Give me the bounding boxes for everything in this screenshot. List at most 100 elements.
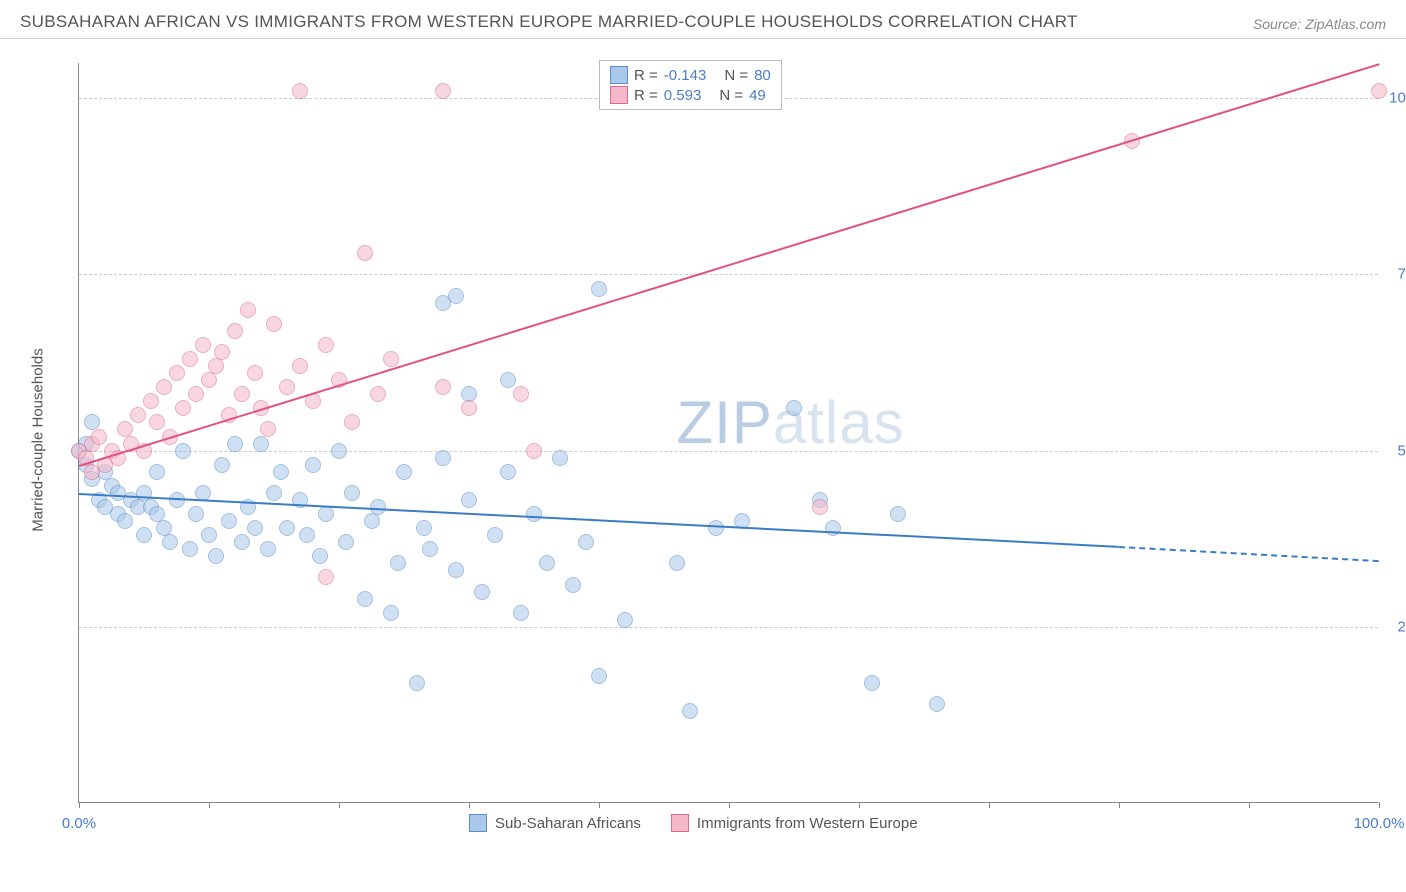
x-tick [729, 802, 730, 808]
stat-n-label: N = [719, 87, 743, 104]
watermark-zip: ZIP [677, 389, 773, 456]
data-point [136, 527, 152, 543]
data-point [812, 499, 828, 515]
data-point [279, 520, 295, 536]
x-tick [1119, 802, 1120, 808]
data-point [201, 372, 217, 388]
y-tick-label: 75.0% [1397, 266, 1406, 283]
data-point [266, 316, 282, 332]
data-point [474, 584, 490, 600]
header: SUBSAHARAN AFRICAN VS IMMIGRANTS FROM WE… [0, 0, 1406, 39]
data-point [188, 506, 204, 522]
data-point [260, 421, 276, 437]
data-point [526, 506, 542, 522]
data-point [396, 464, 412, 480]
data-point [539, 555, 555, 571]
stat-r-label: R = [634, 67, 658, 84]
stat-n-value: 49 [749, 87, 766, 104]
data-point [435, 83, 451, 99]
data-point [591, 281, 607, 297]
data-point [305, 457, 321, 473]
data-point [182, 541, 198, 557]
data-point [390, 555, 406, 571]
data-point [234, 386, 250, 402]
data-point [448, 288, 464, 304]
x-tick [469, 802, 470, 808]
stat-r-label: R = [634, 87, 658, 104]
data-point [929, 696, 945, 712]
legend-label: Immigrants from Western Europe [697, 815, 918, 832]
x-tick [339, 802, 340, 808]
trend-line [1119, 546, 1379, 562]
data-point [552, 450, 568, 466]
data-point [565, 577, 581, 593]
data-point [260, 541, 276, 557]
watermark: ZIPatlas [677, 388, 905, 457]
stats-legend: R = -0.143N = 80R = 0.593N = 49 [599, 60, 782, 110]
data-point [279, 379, 295, 395]
data-point [578, 534, 594, 550]
data-point [318, 337, 334, 353]
data-point [240, 302, 256, 318]
data-point [364, 513, 380, 529]
stats-legend-row: R = -0.143N = 80 [610, 65, 771, 85]
x-tick [1379, 802, 1380, 808]
source: Source: ZipAtlas.com [1253, 16, 1386, 32]
stat-r-value: 0.593 [664, 87, 702, 104]
y-tick-label: 100.0% [1389, 90, 1406, 107]
data-point [513, 605, 529, 621]
data-point [344, 414, 360, 430]
trend-line [79, 63, 1380, 467]
x-tick-label: 100.0% [1354, 815, 1405, 832]
data-point [221, 513, 237, 529]
grid-line [79, 451, 1378, 452]
data-point [117, 513, 133, 529]
data-point [461, 492, 477, 508]
legend-swatch [610, 66, 628, 84]
data-point [370, 386, 386, 402]
grid-line [79, 274, 1378, 275]
data-point [435, 450, 451, 466]
data-point [253, 436, 269, 452]
data-point [266, 485, 282, 501]
data-point [130, 407, 146, 423]
data-point [383, 605, 399, 621]
data-point [292, 358, 308, 374]
x-tick [989, 802, 990, 808]
data-point [91, 429, 107, 445]
data-point [669, 555, 685, 571]
data-point [182, 351, 198, 367]
data-point [149, 414, 165, 430]
data-point [500, 464, 516, 480]
data-point [214, 344, 230, 360]
data-point [312, 548, 328, 564]
y-tick-label: 25.0% [1397, 618, 1406, 635]
data-point [292, 83, 308, 99]
data-point [175, 443, 191, 459]
data-point [175, 400, 191, 416]
stat-n-value: 80 [754, 67, 771, 84]
data-point [890, 506, 906, 522]
legend-swatch [671, 814, 689, 832]
data-point [682, 703, 698, 719]
chart-container: SUBSAHARAN AFRICAN VS IMMIGRANTS FROM WE… [0, 0, 1406, 892]
data-point [188, 386, 204, 402]
data-point [208, 548, 224, 564]
legend-swatch [610, 86, 628, 104]
data-point [169, 365, 185, 381]
x-tick [859, 802, 860, 808]
chart-title: SUBSAHARAN AFRICAN VS IMMIGRANTS FROM WE… [20, 12, 1078, 32]
data-point [156, 379, 172, 395]
stat-r-value: -0.143 [664, 67, 707, 84]
data-point [435, 379, 451, 395]
data-point [357, 245, 373, 261]
data-point [409, 675, 425, 691]
data-point [195, 337, 211, 353]
data-point [318, 569, 334, 585]
data-point [214, 457, 230, 473]
chart-area: Married-couple Households ZIPatlas 25.0%… [50, 55, 1390, 825]
x-tick-label: 0.0% [62, 815, 96, 832]
grid-line [79, 627, 1378, 628]
data-point [338, 534, 354, 550]
data-point [1371, 83, 1387, 99]
